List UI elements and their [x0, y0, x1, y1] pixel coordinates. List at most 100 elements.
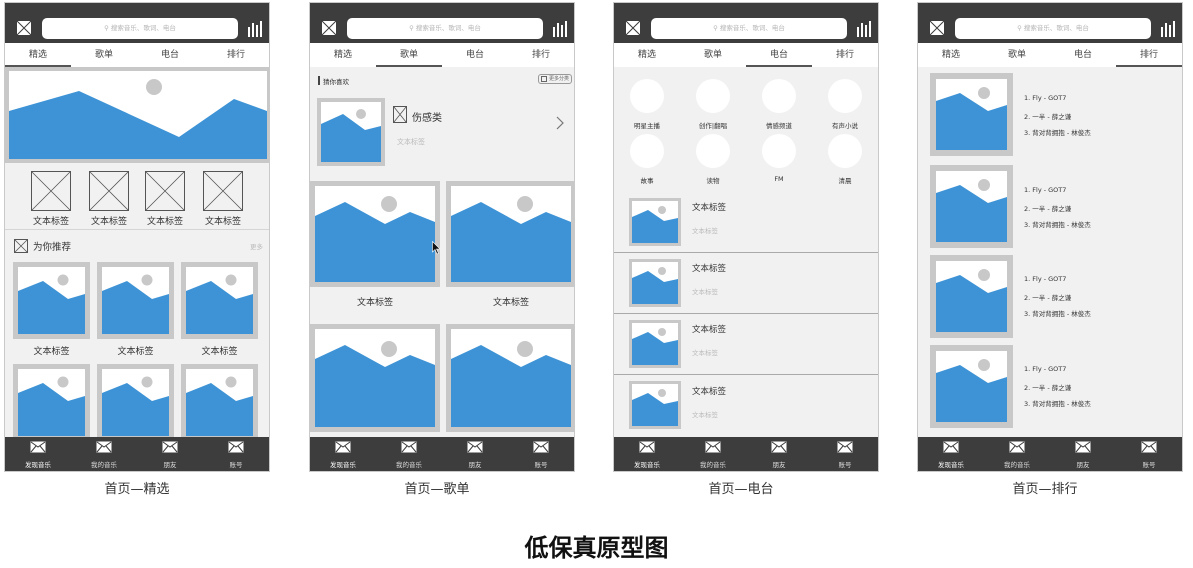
tab-ranking[interactable]: 排行: [226, 50, 245, 60]
recommend-card-image[interactable]: [97, 262, 174, 339]
now-playing-icon[interactable]: [247, 21, 263, 37]
search-input[interactable]: ⚲ 搜索音乐、歌词、电台: [955, 18, 1151, 39]
nav-account[interactable]: 账号: [508, 437, 574, 471]
menu-icon[interactable]: [625, 20, 641, 36]
search-input[interactable]: ⚲ 搜索音乐、歌词、电台: [42, 18, 238, 39]
nav-account[interactable]: 账号: [1116, 437, 1182, 471]
playlist-card-image[interactable]: [446, 181, 574, 287]
radio-category-circle[interactable]: [762, 134, 796, 168]
playlist-card-image[interactable]: [310, 324, 440, 432]
menu-icon[interactable]: [16, 20, 32, 36]
nav-discover[interactable]: 发现音乐: [310, 437, 376, 471]
recommend-more-link[interactable]: 更多: [250, 243, 263, 251]
recommend-card-image[interactable]: [97, 364, 174, 441]
tab-bar: 精选 歌单 电台 排行: [310, 43, 574, 67]
tab-ranking[interactable]: 排行: [835, 50, 854, 60]
nav-label: 我的音乐: [396, 461, 422, 469]
nav-my-music[interactable]: 我的音乐: [376, 437, 442, 471]
playlist-card-image[interactable]: [310, 181, 440, 287]
category-icon[interactable]: [145, 171, 185, 215]
recommend-card-image[interactable]: [181, 364, 258, 441]
nav-friends[interactable]: 朋友: [1050, 437, 1116, 471]
mail-icon: [467, 441, 483, 453]
radio-item-image[interactable]: [629, 320, 681, 368]
chart-entry: 3. 背对背拥抱 - 林俊杰: [1024, 400, 1091, 408]
nav-discover[interactable]: 发现音乐: [918, 437, 984, 471]
banner-image[interactable]: [5, 67, 269, 163]
radio-category-circle[interactable]: [828, 134, 862, 168]
nav-account[interactable]: 账号: [203, 437, 269, 471]
nav-discover[interactable]: 发现音乐: [5, 437, 71, 471]
recommend-card-image[interactable]: [13, 262, 90, 339]
nav-friends[interactable]: 朋友: [137, 437, 203, 471]
tab-ranking[interactable]: 排行: [1116, 43, 1182, 67]
now-playing-icon[interactable]: [856, 21, 872, 37]
nav-label: 朋友: [1076, 461, 1090, 469]
recommend-card-image[interactable]: [13, 364, 90, 441]
divider: [614, 374, 878, 375]
more-categories-button[interactable]: 更多分类: [538, 74, 572, 84]
recommend-icon: [14, 238, 28, 257]
radio-item-image[interactable]: [629, 259, 681, 307]
tab-radio[interactable]: 电台: [746, 43, 812, 67]
mail-icon: [943, 441, 959, 453]
tab-radio[interactable]: 电台: [465, 50, 484, 60]
radio-category-label: 创作|翻唱: [698, 122, 728, 130]
nav-account[interactable]: 账号: [812, 437, 878, 471]
radio-category-circle[interactable]: [630, 134, 664, 168]
chevron-right-icon[interactable]: [556, 115, 564, 134]
tab-bar: 精选 歌单 电台 排行: [614, 43, 878, 67]
chart-cover-image[interactable]: [930, 73, 1013, 156]
tab-playlist[interactable]: 歌单: [376, 43, 442, 67]
category-icon[interactable]: [31, 171, 71, 215]
chart-entry: 3. 背对背拥抱 - 林俊杰: [1024, 221, 1091, 229]
radio-category-circle[interactable]: [762, 79, 796, 113]
radio-category-circle[interactable]: [828, 79, 862, 113]
nav-my-music[interactable]: 我的音乐: [984, 437, 1050, 471]
divider: [614, 313, 878, 314]
tab-featured[interactable]: 精选: [5, 43, 71, 67]
radio-category-circle[interactable]: [696, 134, 730, 168]
mail-icon: [401, 441, 417, 453]
tab-featured[interactable]: 精选: [941, 50, 960, 60]
nav-discover[interactable]: 发现音乐: [614, 437, 680, 471]
category-icon[interactable]: [203, 171, 243, 215]
menu-icon[interactable]: [929, 20, 945, 36]
recommend-card-image[interactable]: [181, 262, 258, 339]
tab-featured[interactable]: 精选: [333, 50, 352, 60]
playlist-card-label: 文本标签: [492, 298, 529, 308]
top-bar: ⚲ 搜索音乐、歌词、电台: [310, 3, 574, 43]
chart-cover-image[interactable]: [930, 165, 1013, 248]
nav-my-music[interactable]: 我的音乐: [680, 437, 746, 471]
search-icon: ⚲: [104, 24, 111, 32]
category-icon[interactable]: [89, 171, 129, 215]
tab-radio[interactable]: 电台: [160, 50, 179, 60]
nav-friends[interactable]: 朋友: [746, 437, 812, 471]
tab-radio[interactable]: 电台: [1073, 50, 1092, 60]
featured-image[interactable]: [317, 98, 385, 166]
search-input[interactable]: ⚲ 搜索音乐、歌词、电台: [347, 18, 543, 39]
tab-playlist[interactable]: 歌单: [1007, 50, 1026, 60]
nav-my-music[interactable]: 我的音乐: [71, 437, 137, 471]
playlist-card-image[interactable]: [446, 324, 574, 432]
radio-category-label: FM: [774, 175, 784, 183]
menu-icon[interactable]: [321, 20, 337, 36]
radio-category-circle[interactable]: [696, 79, 730, 113]
search-input[interactable]: ⚲ 搜索音乐、歌词、电台: [651, 18, 847, 39]
recommend-card-label: 文本标签: [33, 347, 70, 357]
chart-cover-image[interactable]: [930, 345, 1013, 428]
tab-playlist[interactable]: 歌单: [703, 50, 722, 60]
radio-category-circle[interactable]: [630, 79, 664, 113]
bottom-nav: 发现音乐 我的音乐 朋友 账号: [614, 437, 878, 471]
now-playing-icon[interactable]: [552, 21, 568, 37]
now-playing-icon[interactable]: [1160, 21, 1176, 37]
nav-friends[interactable]: 朋友: [442, 437, 508, 471]
nav-label: 我的音乐: [91, 461, 117, 469]
tab-featured[interactable]: 精选: [637, 50, 656, 60]
chart-cover-image[interactable]: [930, 255, 1013, 338]
category-label: 文本标签: [146, 217, 183, 227]
tab-ranking[interactable]: 排行: [531, 50, 550, 60]
radio-item-image[interactable]: [629, 198, 681, 246]
tab-playlist[interactable]: 歌单: [94, 50, 113, 60]
radio-item-image[interactable]: [629, 381, 681, 429]
